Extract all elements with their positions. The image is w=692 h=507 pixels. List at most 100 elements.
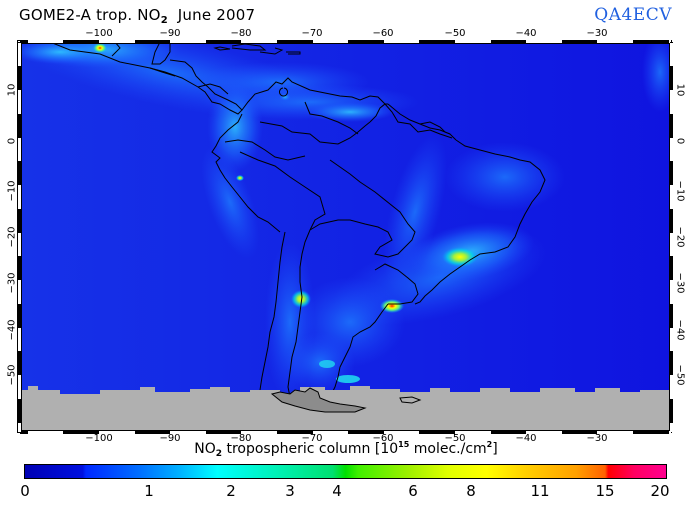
colorbar-label-end: ]	[492, 441, 498, 457]
hotspot-santiago	[291, 290, 311, 308]
axis-stripe-segment	[18, 327, 21, 352]
no2-plumes	[20, 42, 671, 402]
axis-stripe-segment	[18, 185, 21, 209]
axis-stripe-segment	[20, 431, 28, 434]
axis-stripe-segment	[134, 40, 171, 43]
left-tick-label: 10	[6, 83, 18, 97]
axis-stripe-segment	[383, 40, 420, 43]
left-tick-label: −20	[6, 226, 18, 248]
colorbar-tick: 4	[332, 482, 342, 500]
axis-stripe-segment	[312, 40, 349, 43]
axis-stripe-segment	[18, 280, 21, 304]
axis-stripe-segment	[18, 375, 21, 399]
top-tick-label: −50	[444, 28, 466, 39]
axis-stripe-segment	[18, 42, 21, 43]
axis-stripe-segment	[419, 40, 455, 43]
axis-stripe-segment	[670, 42, 673, 67]
axis-stripe-segment	[205, 40, 242, 43]
axis-stripe-segment	[99, 431, 135, 434]
colorbar-label-mid: tropospheric column [10	[222, 441, 399, 457]
axis-stripe-segment	[670, 351, 673, 375]
axis-stripe-segment	[27, 431, 64, 434]
colorbar-tick: 8	[466, 482, 476, 500]
axis-stripe-segment	[670, 137, 673, 162]
colorbar-tick: 3	[285, 482, 295, 500]
axis-stripe-segment	[170, 431, 206, 434]
axis-stripe-segment	[170, 40, 206, 43]
axis-stripe-segment	[561, 431, 598, 434]
axis-stripe-segment	[18, 161, 21, 185]
top-tick-label: −90	[159, 28, 181, 39]
colorbar-label-exp2: 2	[486, 440, 493, 449]
axis-stripe-segment	[670, 185, 673, 209]
axis-stripe-segment	[561, 40, 598, 43]
axis-stripe-segment	[63, 40, 99, 43]
axis-stripe-segment	[670, 398, 673, 423]
axis-stripe-segment	[348, 40, 384, 43]
axis-stripe-segment	[670, 90, 673, 114]
hotspot-mexico-city	[93, 43, 107, 53]
axis-stripe-segment	[348, 431, 384, 434]
colorbar-tick: 20	[650, 482, 670, 500]
title-date: June 2007	[177, 6, 256, 24]
colorbar-label-exp: 15	[398, 440, 410, 449]
tierra-del-fuego	[270, 387, 367, 413]
bottom-tick-label: −80	[230, 433, 252, 444]
axis-stripe-segment	[455, 40, 491, 43]
hotspots	[93, 43, 478, 383]
axis-stripe-segment	[670, 256, 673, 280]
top-tick-label: −70	[301, 28, 323, 39]
axis-stripe-segment	[670, 375, 673, 399]
left-tick-label: −50	[6, 364, 18, 386]
axis-stripe-segment	[597, 40, 633, 43]
colorbar-tick: 6	[408, 482, 418, 500]
axis-stripe-segment	[20, 40, 28, 43]
bottom-tick-label: −90	[159, 433, 181, 444]
axis-stripe-segment	[670, 422, 673, 432]
axis-stripe-segment	[670, 66, 673, 90]
axis-stripe-segment	[633, 40, 669, 43]
axis-stripe-segment	[18, 66, 21, 90]
axis-stripe-segment	[205, 431, 242, 434]
colorbar-label-sub: 2	[215, 449, 223, 459]
right-tick-label: −20	[674, 226, 686, 248]
axis-stripe-segment	[668, 431, 671, 434]
axis-stripe-segment	[670, 208, 673, 233]
axis-stripe-segment	[526, 40, 562, 43]
colorbar-tick: 11	[530, 482, 550, 500]
colorbar-label-no: NO	[194, 441, 216, 457]
axis-stripe-segment	[18, 208, 21, 233]
coastlines	[49, 42, 577, 415]
axis-stripe-segment	[670, 161, 673, 185]
colorbar	[24, 464, 667, 479]
axis-stripe-segment	[633, 431, 669, 434]
colorbar-tick: 2	[226, 482, 236, 500]
axis-stripe-segment	[18, 303, 21, 328]
colorbar-label-unit: molec./cm	[409, 441, 487, 457]
axis-stripe-segment	[670, 303, 673, 328]
axis-stripe-segment	[241, 431, 277, 434]
axis-stripe-segment	[18, 137, 21, 162]
map-canvas	[20, 42, 671, 432]
axis-stripe-segment	[670, 327, 673, 352]
axis-stripe-segment	[670, 42, 673, 43]
axis-stripe-segment	[597, 431, 633, 434]
left-tick-label: −40	[6, 319, 18, 341]
bottom-tick-label: −100	[85, 433, 113, 444]
axis-stripe-segment	[18, 351, 21, 375]
right-tick-label: 0	[674, 137, 686, 145]
bottom-tick-label: −40	[515, 433, 537, 444]
left-tick-label: 0	[6, 137, 18, 145]
axis-stripe-segment	[18, 256, 21, 280]
axis-stripe-segment	[18, 42, 21, 67]
axis-stripe-segment	[18, 232, 21, 257]
axis-stripe-segment	[383, 431, 420, 434]
axis-stripe-segment	[670, 232, 673, 257]
colorbar-tick: 0	[20, 482, 30, 500]
right-tick-label: −30	[674, 272, 686, 294]
right-tick-label: −50	[674, 364, 686, 386]
hotspot-buenos-aires	[380, 299, 404, 313]
axis-stripe-segment	[490, 431, 527, 434]
right-tick-label: −10	[674, 180, 686, 202]
title-prefix: GOME2-A trop. NO	[19, 6, 161, 24]
